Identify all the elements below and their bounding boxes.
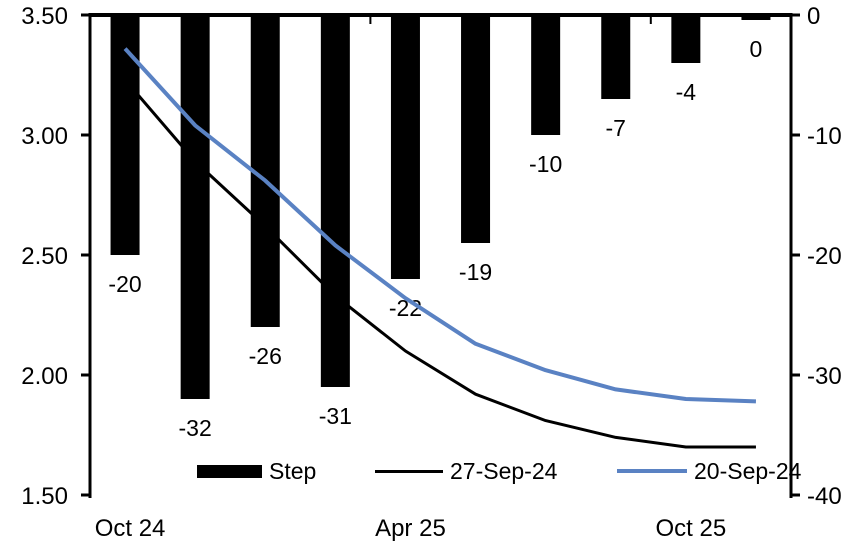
legend-label-27-sep-24: 27-Sep-24 (450, 457, 558, 484)
left-axis-tick-label: 2.00 (21, 363, 68, 390)
legend-item-step: Step (197, 457, 316, 485)
left-axis-tick-label: 1.50 (21, 483, 68, 510)
top-axis (89, 13, 792, 24)
legend-label-20-sep-24: 20-Sep-24 (694, 457, 802, 484)
bars-group (110, 15, 771, 399)
step-bar-label: -20 (108, 271, 141, 297)
step-bar (110, 15, 140, 255)
step-bar-label: -31 (319, 403, 352, 429)
step-bar-label: -19 (459, 259, 492, 285)
step-bar-label: -7 (606, 115, 626, 141)
x-axis-label: Oct 25 (655, 515, 726, 542)
step-bar-label: 0 (750, 36, 763, 62)
step-bar-label: -4 (676, 79, 697, 105)
step-bar (741, 15, 771, 20)
right-axis-tick-label: -20 (807, 243, 842, 270)
right-axis-tick-label: -40 (807, 483, 842, 510)
step-bar (180, 15, 210, 399)
line-20sep-swatch (617, 469, 687, 473)
left-axis-tick-label: 2.50 (21, 243, 68, 270)
legend-item-27-sep-24: 27-Sep-24 (375, 457, 557, 485)
left-axis (81, 13, 92, 498)
step-bar (531, 15, 561, 135)
right-axis (789, 13, 800, 498)
right-axis-tick-label: -30 (807, 363, 842, 390)
left-axis-tick-label: 3.00 (21, 123, 68, 150)
line-27sep-swatch (375, 469, 443, 473)
right-axis-tick-label: -10 (807, 123, 842, 150)
line-27-sep-24 (123, 78, 756, 449)
step-bar (390, 15, 420, 279)
line-20-sep-24 (123, 47, 757, 404)
x-axis-label: Apr 25 (375, 515, 446, 542)
step-bar (320, 15, 350, 387)
x-axis-label: Oct 24 (95, 515, 166, 542)
step-bar-label: -26 (249, 343, 282, 369)
step-bar-label: -10 (529, 151, 562, 177)
step-bar-swatch (197, 464, 262, 478)
legend-item-20-sep-24: 20-Sep-24 (617, 457, 801, 485)
legend-label-step: Step (269, 457, 317, 484)
step-bar (601, 15, 631, 99)
left-axis-tick-label: 3.50 (21, 3, 68, 30)
right-axis-tick-label: 0 (807, 3, 820, 30)
step-bar (671, 15, 701, 63)
step-bar (461, 15, 491, 243)
step-bar-label: -32 (179, 415, 212, 441)
